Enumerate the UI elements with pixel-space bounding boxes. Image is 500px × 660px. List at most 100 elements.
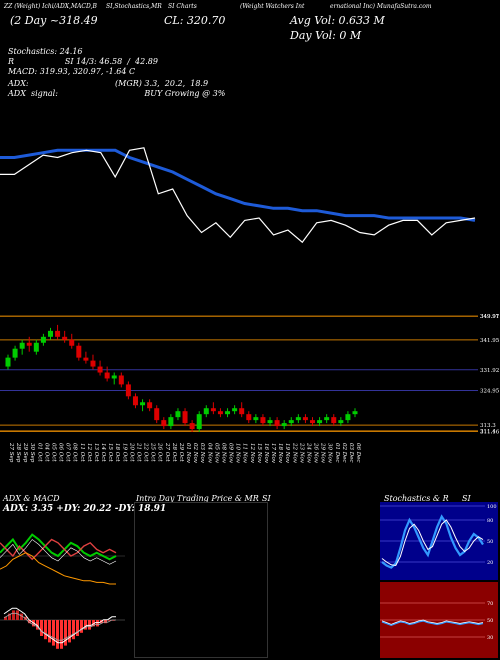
macd-histogram [0, 607, 125, 649]
y-tick-label: 311.16 [480, 430, 500, 436]
candle-body [69, 339, 75, 346]
rsi-tick-label: 30 [487, 635, 493, 641]
day-text: (2 Day ~318.49 [10, 14, 98, 27]
macd-bar [112, 620, 115, 621]
rsi-line [381, 619, 484, 626]
candle-body [210, 408, 216, 412]
adx-chart [0, 533, 125, 585]
x-tick-label: 26 Nov [313, 442, 319, 464]
candle-body [260, 417, 266, 424]
rsi-text: R SI 14/3: 46.58 / 42.89 [8, 57, 158, 66]
candle-body [338, 420, 344, 424]
candle-body [132, 396, 138, 406]
adx-aux-line [0, 539, 117, 565]
x-tick-label: 27 Oct [164, 442, 170, 462]
x-tick-label: 27 Sep [8, 442, 14, 463]
macd-text: MACD: 319.93, 320.97, -1.64 C [8, 67, 136, 76]
stoch-tick-label: 20 [487, 560, 493, 566]
x-tick-label: 21 Oct [135, 442, 141, 462]
x-tick-label: 02 Nov [192, 443, 198, 464]
chart-title-4: (Weight Watchers Int [240, 3, 305, 10]
candle-body [19, 342, 25, 349]
x-tick-label: 01 Dec [334, 443, 340, 463]
rsi-chart: 70 50 30 [380, 582, 498, 658]
y-tick-label: 324.95 [480, 389, 500, 395]
x-tick-label: 13 Oct [93, 443, 99, 462]
intraday-title: Intra Day Trading Price & MR [136, 494, 259, 503]
stochastics-chart: 100 80 50 20 [380, 502, 498, 580]
x-tick-label: 25 Oct [150, 442, 156, 462]
x-tick-label: 11 Nov [242, 443, 248, 464]
candle-body [118, 375, 124, 385]
macd-bar [8, 613, 11, 620]
macd-bar [44, 620, 47, 640]
macd-bar [16, 610, 19, 620]
candle-body [55, 330, 61, 337]
x-tick-label: 08 Nov [220, 443, 226, 464]
candle-body [47, 330, 53, 337]
candle-body [253, 417, 259, 421]
candle-body [281, 423, 287, 427]
candle-body [140, 402, 146, 406]
x-tick-label: 15 Oct [107, 443, 113, 462]
candle-body [189, 423, 195, 430]
y-tick-label: 341.95 [480, 338, 500, 344]
macd-bar [64, 620, 67, 646]
macd-bar [20, 613, 23, 620]
candle-body [111, 375, 117, 379]
candle-body [104, 372, 110, 379]
macd-bar [48, 620, 51, 643]
stochastics-text: Stochastics: 24.16 [8, 47, 83, 56]
signal-line [3, 612, 116, 641]
rsi-aux-line [381, 619, 484, 625]
macd-bar [12, 610, 15, 620]
macd-bar [84, 620, 87, 630]
x-tick-label: 29 Oct [178, 442, 184, 462]
macd-bar [56, 620, 59, 649]
x-tick-label: 12 Nov [249, 443, 255, 464]
candle-body [295, 417, 301, 421]
price-line [0, 147, 476, 244]
candle-body [225, 411, 231, 415]
avg-volume: Avg Vol: 0.633 M [290, 14, 385, 27]
macd-bar [96, 620, 99, 627]
x-tick-label: 30 Nov [327, 443, 333, 464]
y-tick-label: 331.92 [480, 368, 499, 374]
x-tick-label: 19 Oct [121, 443, 127, 462]
intraday-title-suffix: SI [262, 494, 271, 503]
x-tick-label: 11 Oct [79, 443, 85, 462]
stoch-d-line [381, 519, 484, 567]
adx-line [0, 552, 116, 585]
price-line-chart [0, 147, 476, 244]
plus-di-line [0, 533, 117, 561]
x-tick-label: 04 Nov [206, 443, 212, 464]
x-tick-label: 06 Dec [355, 443, 361, 463]
candle-body [239, 408, 245, 415]
x-tick-label: 10 Nov [235, 443, 241, 464]
stochastics-title: Stochastics & R [384, 494, 449, 503]
macd-bar [68, 620, 71, 643]
x-tick-label: 09 Nov [228, 443, 234, 464]
x-tick-label: 16 Nov [263, 443, 269, 464]
chart-title-2: SI,Stochastics,MR [106, 3, 162, 10]
x-tick-label: 03 Nov [199, 443, 205, 464]
candle-body [310, 420, 316, 424]
x-tick-label: 29 Nov [320, 442, 326, 464]
candle-body [345, 414, 351, 421]
ma-line [0, 148, 476, 222]
x-tick-label: 28 Sep [15, 442, 21, 463]
macd-bar [28, 620, 31, 624]
x-tick-label: 19 Nov [284, 443, 290, 464]
macd-bar [60, 620, 63, 649]
macd-bar [80, 620, 83, 633]
candle-body [33, 342, 39, 352]
chart-title-1: ZZ (Weight) Ichi/ADX,MACD,B [4, 3, 97, 10]
macd-bar [88, 620, 91, 630]
candle-body [246, 414, 252, 421]
x-tick-label: 01 Nov [185, 443, 191, 464]
candle-body [175, 411, 181, 418]
macd-bar [104, 620, 107, 624]
x-tick-label: 26 Oct [157, 442, 163, 462]
macd-bar [76, 620, 79, 636]
y-tick-label: 349.91 [480, 314, 499, 320]
